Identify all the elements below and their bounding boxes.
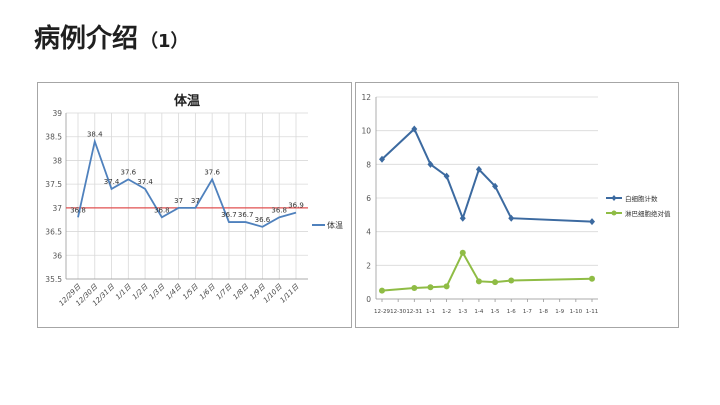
x-tick-label: 12-29 [374,309,390,315]
data-label: 38.4 [87,130,103,138]
y-tick-label: 36.5 [45,228,62,237]
y-tick-label: 38 [52,156,62,165]
x-tick-label: 1-6 [507,309,516,315]
x-tick-label: 1-7 [523,309,532,315]
legend-marker-wbc [611,195,617,201]
data-label: 37.4 [104,178,120,186]
x-tick-label: 1/2日 [131,282,150,301]
y-tick-label: 8 [366,160,371,169]
y-tick-label: 37 [52,204,62,213]
data-label: 36.8 [271,206,287,214]
x-tick-label: 1-2 [442,309,451,315]
temperature-chart-svg: 体温35.53636.53737.53838.53936.838.437.437… [45,93,343,308]
data-label: 36.7 [238,211,254,219]
y-tick-label: 37.5 [45,180,62,189]
y-tick-label: 35.5 [45,275,62,284]
x-tick-label: 1/3日 [148,282,167,301]
y-tick-label: 12 [361,93,371,102]
x-tick-label: 1/5日 [181,282,200,301]
chart-title: 体温 [174,93,200,109]
data-point-lymphocyte [443,283,450,290]
x-tick-label: 1/4日 [164,282,183,301]
data-label: 36.9 [288,202,304,210]
data-point-lymphocyte [475,278,482,285]
data-point-wbc [492,182,499,190]
data-label: 37.6 [204,168,220,176]
temperature-chart: 体温 35.5 36 36.5 37 37.5 38 38.5 39 36.8 38.4 37.4 37… [37,82,352,328]
y-tick-label: 38.5 [45,133,62,142]
data-point-wbc [443,172,450,180]
data-point-lymphocyte [427,284,434,291]
y-tick-label: 36 [52,251,62,260]
x-tick-label: 1/6日 [198,282,217,301]
y-tick-label: 4 [366,228,371,237]
data-point-lymphocyte [589,275,595,282]
data-point-wbc [459,214,466,222]
x-tick-label: 1-9 [555,309,564,315]
blood-count-chart-svg: 0 2 4 6 8 10 12 12-29 12-30 12-31 1-1 1-2 1-3 1-4 1-5 1… [361,93,671,315]
x-tick-label: 1-4 [474,309,483,315]
x-tick-label: 1-11 [586,309,598,315]
series-line-0 [381,127,593,223]
data-label: 37 [191,197,200,205]
data-point-lymphocyte [508,277,515,284]
data-point-lymphocyte [492,279,499,286]
data-point-wbc [475,165,482,173]
data-point-lymphocyte [379,287,385,294]
y-tick-label: 2 [366,261,371,270]
slide-title-suffix: （1） [140,31,189,52]
x-tick-label: 1-3 [458,309,467,315]
y-tick-label: 39 [52,109,62,118]
data-label: 36.6 [255,216,271,224]
data-label: 37.4 [137,178,153,186]
data-label: 36.8 [70,206,86,214]
data-label: 36.7 [221,211,237,219]
legend-marker-lymphocyte [611,210,617,216]
data-point-lymphocyte [459,249,466,256]
data-label: 37 [174,197,183,205]
x-tick-label: 1-5 [491,309,500,315]
x-tick-label: 1-1 [426,309,435,315]
series-line-temperature [77,138,297,228]
legend-label-0: 白细胞计数 [625,194,658,203]
legend-label-1: 淋巴细胞绝对值 [625,209,671,218]
data-point-lymphocyte [411,285,418,292]
data-point-wbc [379,155,385,163]
y-tick-label: 10 [361,127,371,136]
series-line-1 [381,250,593,292]
data-point-wbc [411,125,418,133]
x-tick-label: 1-10 [570,309,583,315]
slide-title-text: 病例介绍 [34,24,139,54]
data-point-wbc [427,160,434,168]
x-tick-label: 1/11日 [279,282,301,304]
data-point-wbc [508,214,515,222]
data-label: 36.8 [154,206,170,214]
y-tick-label: 0 [366,295,371,304]
y-tick-label: 6 [366,194,371,203]
data-label: 37.6 [121,168,137,176]
x-tick-label: 12-30 [390,309,406,315]
blood-count-chart: 0 2 4 6 8 10 12 12-29 12-30 12-31 1-1 1-2 1-3 1-4 1-5 1… [355,82,679,328]
legend-label-temperature: 体温 [327,220,343,230]
slide-title: 病例介绍 （1） [34,18,189,55]
x-tick-label: 12-31 [406,309,422,315]
x-tick-label: 1/1日 [114,282,133,301]
x-tick-label: 1-8 [539,309,548,315]
data-point-wbc [589,218,595,226]
x-tick-label: 1/8日 [232,282,251,301]
x-tick-label: 1/7日 [215,282,234,301]
